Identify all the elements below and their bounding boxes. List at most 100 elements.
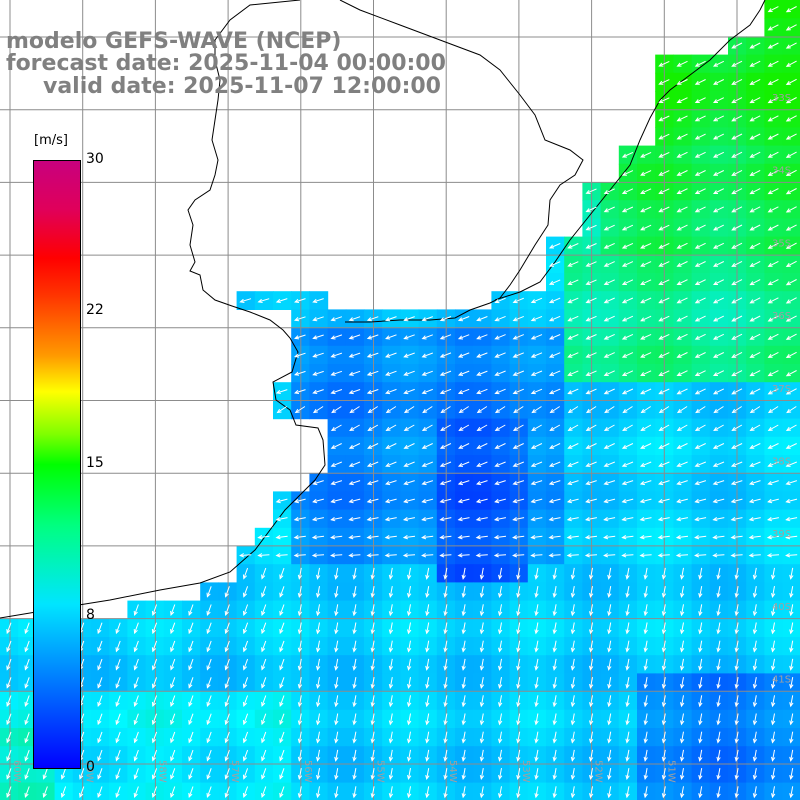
wind-arrow	[785, 42, 797, 49]
wind-arrow	[785, 78, 797, 86]
valid-date: valid date: 2025-11-07 12:00:00	[43, 74, 441, 99]
colorbar	[33, 160, 81, 769]
wind-arrow	[785, 224, 797, 231]
wind-arrow	[712, 97, 725, 103]
wind-arrow	[785, 24, 797, 31]
wind-arrow	[676, 279, 688, 285]
wind-arrow	[749, 115, 761, 122]
wind-arrow	[658, 206, 670, 213]
wind-arrow	[585, 188, 597, 194]
wind-arrow	[785, 279, 797, 286]
wind-arrow	[785, 206, 797, 213]
wind-arrow	[494, 297, 506, 304]
wind-arrow	[785, 260, 797, 268]
wind-arrow	[676, 224, 688, 231]
wind-arrow	[749, 279, 761, 286]
wind-vectors	[6, 6, 798, 799]
wind-arrow	[294, 316, 306, 322]
wind-arrow	[767, 224, 779, 231]
wind-arrow	[785, 115, 797, 122]
wind-arrow	[767, 260, 779, 267]
wind-arrow	[658, 151, 670, 158]
wind-arrow	[694, 261, 706, 267]
wind-arrow	[658, 188, 670, 194]
wind-arrow	[658, 170, 670, 176]
latitude-label: 41S	[772, 675, 791, 686]
wind-arrow	[767, 188, 779, 195]
wind-arrow	[512, 297, 524, 304]
wind-arrow	[694, 60, 706, 67]
wind-arrow	[712, 115, 725, 122]
wind-arrow	[567, 279, 579, 285]
wind-arrow	[585, 261, 597, 267]
wind-arrow	[640, 151, 652, 158]
wind-arrow	[767, 133, 779, 140]
wind-arrow	[694, 115, 706, 122]
wind-arrow	[694, 188, 706, 194]
colorbar-unit-label: [m/s]	[34, 133, 68, 148]
wind-arrow	[694, 224, 706, 231]
wind-arrow	[767, 42, 779, 49]
wind-arrow	[585, 206, 597, 213]
wind-arrow	[712, 297, 725, 304]
wind-arrow	[712, 261, 725, 267]
wind-arrow	[603, 242, 615, 249]
longitude-label: 55W	[375, 760, 386, 783]
wind-arrow	[712, 206, 725, 213]
wind-arrow	[731, 279, 743, 286]
wind-arrow	[767, 206, 779, 213]
wind-arrow	[731, 97, 743, 104]
colorbar-tick: 8	[86, 607, 95, 623]
wind-arrow	[785, 60, 797, 67]
wind-arrow	[767, 115, 779, 122]
wind-arrow	[585, 297, 597, 304]
wind-arrow	[658, 242, 670, 249]
wind-arrow	[785, 151, 797, 158]
wind-arrow	[658, 79, 670, 85]
wind-arrow	[658, 261, 670, 267]
latitude-label: 38S	[772, 457, 791, 468]
wind-arrow	[603, 261, 615, 267]
wind-arrow	[731, 115, 743, 122]
forecast-date: forecast date: 2025-11-04 00:00:00	[6, 51, 446, 76]
wind-arrow	[731, 297, 743, 304]
wind-arrow	[548, 297, 561, 304]
wind-arrow	[749, 224, 761, 231]
wind-arrow	[621, 170, 634, 176]
wind-arrow	[530, 297, 543, 304]
wind-arrow	[548, 279, 561, 285]
wind-arrow	[676, 151, 688, 158]
wind-arrow	[785, 133, 797, 140]
wind-arrow	[749, 42, 761, 49]
wind-arrow	[731, 78, 743, 85]
wind-arrow	[640, 297, 652, 304]
wind-arrow	[676, 261, 688, 267]
wind-arrow	[658, 133, 670, 140]
longitude-label: 54W	[447, 760, 458, 783]
wind-arrow	[694, 206, 706, 213]
wind-arrow	[567, 261, 579, 267]
colorbar-tick: 22	[86, 302, 104, 318]
wind-arrow	[749, 297, 761, 304]
wind-arrow	[585, 279, 597, 285]
wind-arrow	[731, 206, 743, 213]
wind-arrow	[712, 133, 725, 140]
wind-arrow	[749, 60, 761, 67]
wind-arrow	[785, 97, 797, 104]
wind-arrow	[694, 279, 706, 285]
wind-arrow	[749, 133, 761, 140]
wind-arrow	[676, 97, 688, 103]
wind-arrow	[767, 242, 779, 249]
longitude-label: 57W	[229, 760, 240, 783]
wind-arrow	[567, 297, 579, 304]
wind-arrow	[621, 206, 634, 213]
wind-arrow	[712, 242, 725, 249]
wind-arrow	[621, 297, 634, 304]
longitude-label: 60W	[11, 760, 22, 783]
wind-arrow	[785, 169, 797, 177]
wind-arrow	[676, 297, 688, 304]
longitude-label: 51W	[665, 760, 676, 783]
wind-arrow	[767, 97, 779, 104]
wind-arrow	[676, 115, 688, 122]
